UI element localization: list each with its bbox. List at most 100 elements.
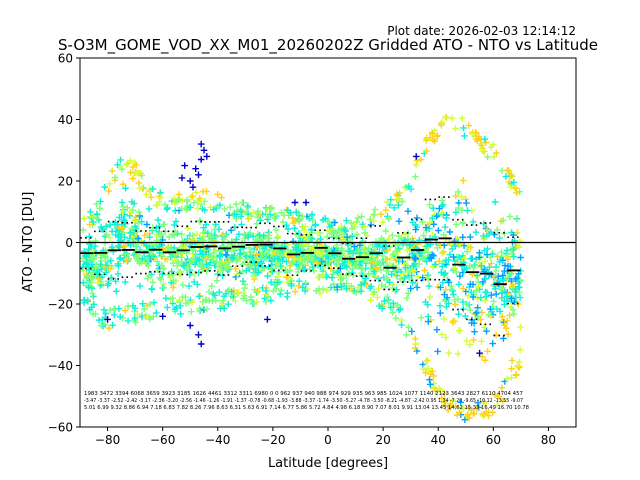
- scatter-marker: [220, 305, 228, 312]
- scatter-marker: [481, 357, 489, 364]
- scatter-marker: [83, 260, 90, 268]
- scatter-marker: [497, 218, 505, 225]
- scatter-marker: [230, 293, 237, 301]
- scatter-marker: [463, 337, 470, 345]
- scatter-marker: [333, 268, 341, 276]
- scatter-marker: [306, 232, 313, 240]
- scatter-marker: [489, 141, 497, 148]
- scatter-marker: [435, 227, 442, 234]
- scatter-marker: [478, 142, 485, 149]
- scatter-marker: [372, 274, 379, 281]
- scatter-marker: [468, 288, 475, 296]
- scatter-marker: [485, 311, 493, 318]
- scatter-marker: [488, 260, 495, 267]
- scatter-marker: [254, 287, 261, 295]
- scatter-marker: [496, 234, 503, 242]
- scatter-marker: [374, 240, 382, 248]
- scatter-marker: [462, 195, 469, 203]
- scatter-marker: [184, 225, 192, 232]
- scatter-marker: [420, 232, 427, 239]
- scatter-marker: [84, 298, 92, 305]
- scatter-marker: [283, 273, 290, 281]
- scatter-marker: [426, 219, 433, 226]
- scatter-marker: [489, 250, 496, 258]
- scatter-marker: [410, 263, 417, 270]
- scatter-marker: [302, 199, 310, 206]
- scatter-marker: [211, 226, 218, 233]
- scatter-marker: [273, 262, 280, 270]
- scatter-marker: [507, 183, 514, 191]
- scatter-marker: [510, 310, 518, 318]
- scatter-marker: [505, 167, 513, 175]
- scatter-marker: [246, 262, 254, 270]
- scatter-marker: [298, 242, 306, 250]
- scatter-marker: [480, 232, 487, 240]
- scatter-marker: [289, 238, 297, 245]
- scatter-marker: [294, 268, 302, 276]
- scatter-marker: [443, 303, 450, 311]
- scatter-marker: [393, 247, 400, 255]
- scatter-marker: [131, 314, 139, 322]
- scatter-marker: [150, 253, 157, 260]
- scatter-marker: [259, 251, 266, 258]
- scatter-marker: [265, 234, 273, 242]
- scatter-marker: [409, 279, 416, 286]
- scatter-marker: [441, 223, 449, 231]
- scatter-marker: [472, 228, 480, 236]
- scatter-marker: [427, 381, 434, 388]
- scatter-marker: [473, 287, 480, 294]
- scatter-marker: [412, 161, 420, 169]
- scatter-marker: [230, 248, 237, 255]
- scatter-marker: [173, 262, 181, 270]
- scatter-marker: [461, 416, 469, 423]
- scatter-marker: [249, 233, 257, 240]
- scatter-marker: [323, 287, 330, 294]
- scatter-marker: [236, 250, 244, 258]
- stats-counts-row: 1983 3472 3394 6068 3659 3923 3185 1626 …: [84, 391, 523, 397]
- scatter-marker: [208, 282, 215, 290]
- scatter-marker: [323, 233, 331, 241]
- scatter-marker: [134, 219, 142, 227]
- scatter-marker: [219, 297, 227, 304]
- scatter-marker: [498, 294, 506, 302]
- scatter-marker: [333, 229, 341, 237]
- scatter-marker: [517, 323, 524, 331]
- scatter-marker: [438, 197, 446, 204]
- scatter-marker: [398, 235, 405, 242]
- scatter-marker: [504, 291, 512, 299]
- scatter-marker: [150, 299, 158, 306]
- scatter-marker: [478, 353, 486, 361]
- scatter-marker: [450, 291, 457, 298]
- scatter-marker: [367, 221, 375, 229]
- scatter-marker: [233, 270, 241, 278]
- scatter-marker: [358, 246, 366, 253]
- scatter-marker: [213, 277, 221, 284]
- scatter-marker: [447, 240, 454, 248]
- scatter-marker: [463, 199, 470, 207]
- scatter-marker: [470, 410, 478, 418]
- scatter-marker: [125, 239, 132, 247]
- scatter-marker: [354, 214, 362, 222]
- scatter-marker: [453, 411, 461, 419]
- scatter-marker: [280, 211, 288, 219]
- scatter-marker: [446, 251, 454, 258]
- scatter-marker: [91, 242, 99, 250]
- scatter-marker: [390, 204, 398, 212]
- scatter-marker: [138, 218, 145, 225]
- scatter-marker: [385, 236, 392, 243]
- scatter-marker: [373, 251, 381, 258]
- scatter-marker: [205, 288, 213, 296]
- scatter-marker: [466, 306, 474, 314]
- scatter-marker: [440, 399, 448, 406]
- scatter-marker: [468, 319, 475, 327]
- scatter-marker: [458, 193, 465, 201]
- scatter-marker: [440, 315, 448, 323]
- scatter-marker: [160, 265, 167, 272]
- scatter-marker: [314, 239, 321, 247]
- scatter-marker: [481, 135, 489, 143]
- scatter-marker: [503, 247, 511, 254]
- scatter-marker: [370, 217, 377, 225]
- scatter-marker: [300, 265, 307, 273]
- scatter-marker: [267, 278, 275, 286]
- scatter-marker: [169, 294, 176, 302]
